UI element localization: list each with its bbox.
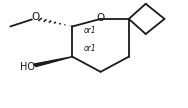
Text: O: O xyxy=(32,12,40,22)
Text: HO: HO xyxy=(20,62,35,72)
Text: or1: or1 xyxy=(84,44,96,53)
Text: O: O xyxy=(96,13,105,23)
Text: or1: or1 xyxy=(84,26,96,35)
Polygon shape xyxy=(33,57,72,67)
